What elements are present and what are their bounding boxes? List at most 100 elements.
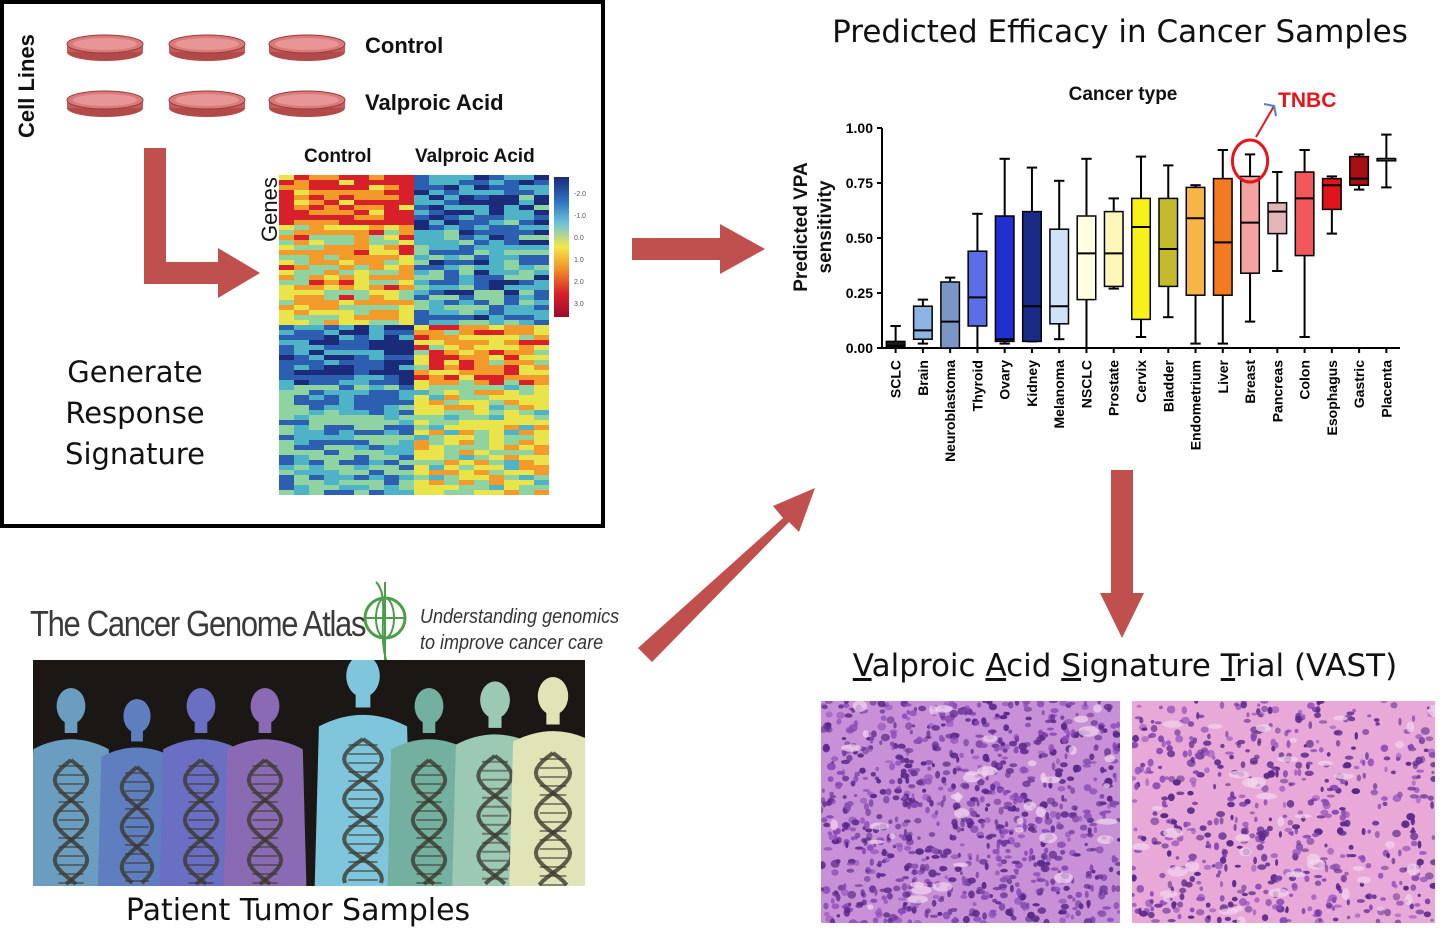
heatmap-cell xyxy=(474,320,490,326)
heatmap-cell xyxy=(504,180,520,186)
cell-nucleus xyxy=(1116,910,1120,914)
cell-nucleus xyxy=(857,771,860,777)
box-body xyxy=(1130,197,1152,321)
cell-nucleus xyxy=(1377,803,1382,810)
heatmap-cell xyxy=(504,460,520,466)
heatmap-cell xyxy=(414,395,430,401)
cell-nucleus xyxy=(823,912,830,917)
heatmap-cell xyxy=(339,300,355,306)
cell-nucleus xyxy=(1351,788,1361,795)
cell-nucleus xyxy=(1107,803,1111,809)
cell-nucleus xyxy=(906,905,912,912)
cell-nucleus xyxy=(1430,762,1435,768)
cell-nucleus xyxy=(825,711,833,718)
cell-nucleus xyxy=(1022,780,1031,788)
heatmap-cell xyxy=(324,175,340,181)
heatmap-cell xyxy=(339,345,355,351)
heatmap-cell xyxy=(384,400,400,406)
stroma-patch xyxy=(1207,723,1223,729)
heatmap-cell xyxy=(444,335,460,341)
cell-nucleus xyxy=(1243,718,1251,723)
heatmap-cell xyxy=(489,230,505,236)
heatmap-cell xyxy=(444,250,460,256)
cell-nucleus xyxy=(1070,729,1075,737)
heatmap-cell xyxy=(459,345,475,351)
cell-nucleus xyxy=(895,754,904,760)
cell-nucleus xyxy=(924,849,932,853)
heatmap-cell xyxy=(384,205,400,211)
cell-nucleus xyxy=(1367,829,1371,834)
cell-nucleus xyxy=(1286,919,1292,923)
heatmap-cell xyxy=(489,240,505,246)
cell-nucleus xyxy=(1161,800,1167,808)
heatmap-cell xyxy=(294,225,310,231)
heatmap-cell xyxy=(444,280,460,286)
heatmap-cell xyxy=(339,295,355,301)
cell-nucleus xyxy=(1321,878,1327,882)
heatmap-cell xyxy=(294,250,310,256)
cell-nucleus xyxy=(1027,823,1035,827)
heatmap-cell xyxy=(339,390,355,396)
stroma-patch xyxy=(962,773,981,783)
cell-nucleus xyxy=(984,817,991,824)
cell-nucleus xyxy=(1058,898,1067,904)
heatmap-cell xyxy=(414,340,430,346)
box-body xyxy=(1212,177,1233,296)
heatmap-cell xyxy=(489,370,505,376)
heatmap-cell xyxy=(339,400,355,406)
cell-nucleus xyxy=(843,701,849,704)
heatmap-cell xyxy=(384,225,400,231)
heatmap-cell xyxy=(444,315,460,321)
heatmap-cell xyxy=(429,460,445,466)
cell-nucleus xyxy=(1217,870,1222,875)
cell-nucleus xyxy=(1196,834,1205,841)
heatmap-cell xyxy=(504,220,520,226)
stroma-patch xyxy=(1103,783,1110,788)
heatmap-cell xyxy=(309,350,325,356)
cell-nucleus xyxy=(915,848,922,853)
heatmap-cell xyxy=(294,345,310,351)
cell-nucleus xyxy=(964,705,970,712)
heatmap-cell xyxy=(309,330,325,336)
heatmap-cell xyxy=(534,485,549,491)
heatmap-cell xyxy=(504,260,520,266)
cell-nucleus xyxy=(1199,886,1204,891)
cell-nucleus xyxy=(981,820,985,829)
cell-nucleus xyxy=(1409,743,1414,749)
cell-nucleus xyxy=(939,895,945,901)
heatmap-cell xyxy=(309,205,325,211)
cell-nucleus xyxy=(972,909,980,917)
cell-nucleus xyxy=(997,787,1004,792)
cell-nucleus xyxy=(1336,827,1344,835)
cell-nucleus xyxy=(1194,871,1201,876)
heatmap-cell xyxy=(384,375,400,381)
heatmap-cell xyxy=(444,320,460,326)
tcga-logo-text: The Cancer Genome Atlas xyxy=(30,603,366,644)
cell-nucleus xyxy=(1062,736,1067,744)
cell-nucleus xyxy=(1011,860,1021,865)
cell-nucleus xyxy=(1141,736,1149,743)
cell-nucleus xyxy=(1392,829,1401,838)
heatmap-cell xyxy=(279,245,295,251)
heatmap-cell xyxy=(369,200,385,206)
title-segment: rial (VAST) xyxy=(1235,648,1398,684)
cell-nucleus xyxy=(1300,848,1309,852)
heatmap-cell xyxy=(459,335,475,341)
heatmap-cell xyxy=(519,345,535,351)
heatmap-cell xyxy=(369,300,385,306)
down-arrow xyxy=(1100,470,1144,638)
cell-nucleus xyxy=(961,878,967,886)
cell-nucleus xyxy=(865,828,873,833)
cell-nucleus xyxy=(844,713,853,718)
cell-nucleus xyxy=(1060,762,1068,768)
cell-nucleus xyxy=(1044,861,1051,866)
heatmap-cell xyxy=(489,265,505,271)
title-initial: V xyxy=(852,648,872,684)
heatmap-cell xyxy=(429,320,445,326)
heatmap-cell xyxy=(534,220,549,226)
stroma-patch xyxy=(935,705,953,713)
heatmap-cell xyxy=(489,385,505,391)
cell-nucleus xyxy=(1266,825,1273,832)
cell-nucleus xyxy=(1075,891,1082,898)
heatmap-cell xyxy=(519,310,535,316)
